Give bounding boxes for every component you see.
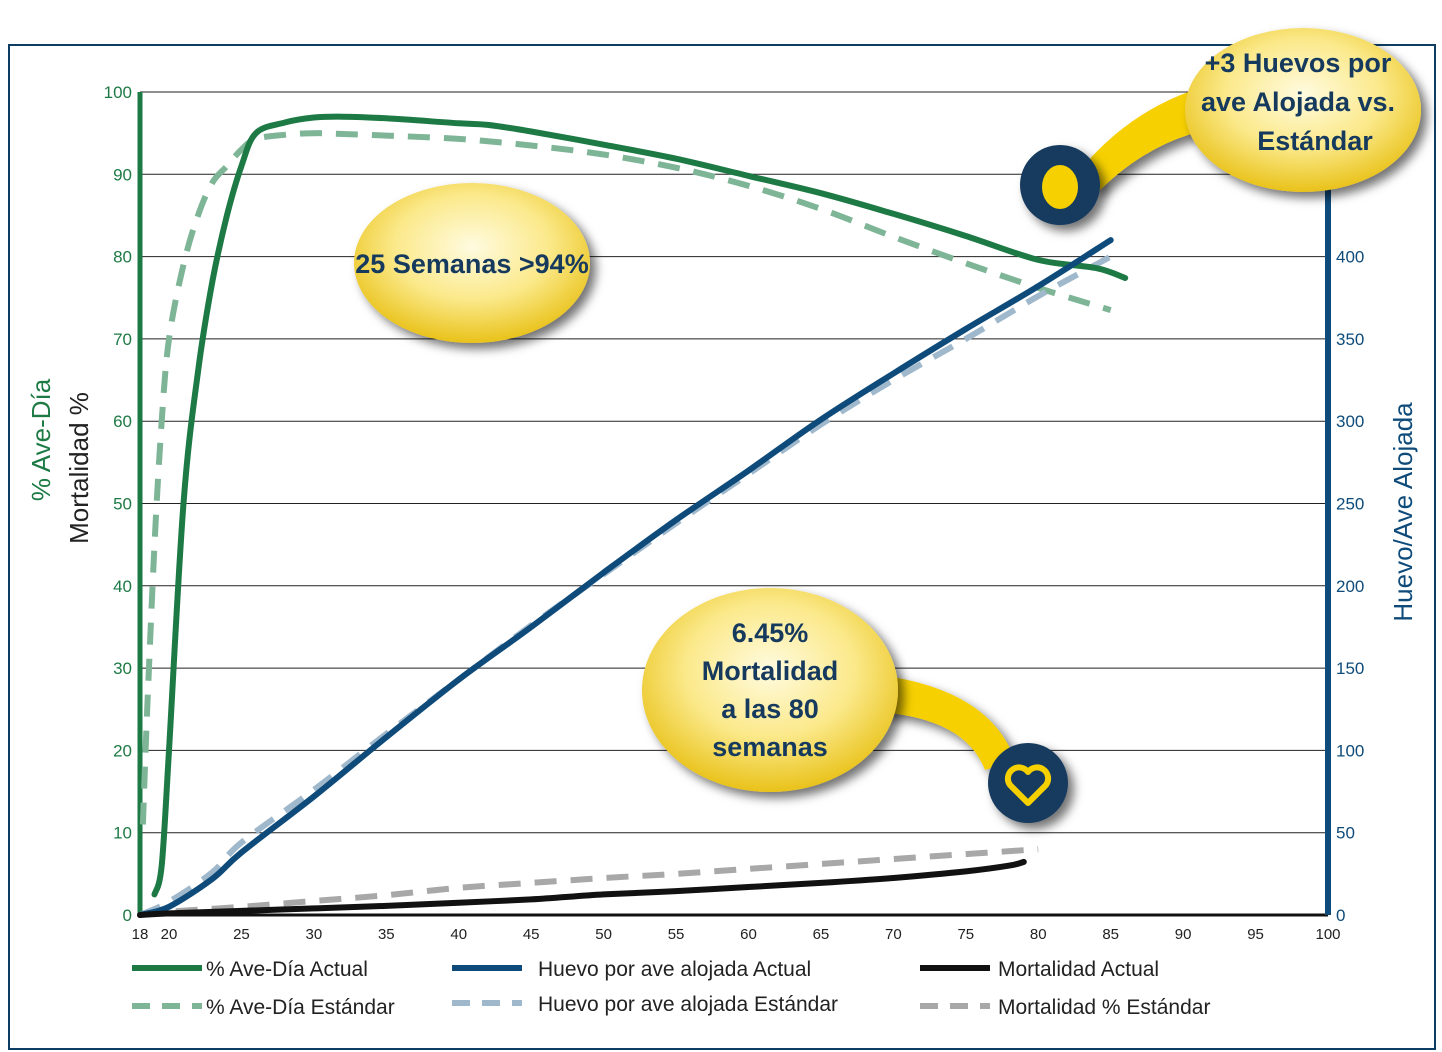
x-tick: 45 — [523, 926, 540, 943]
series-mortalidad-actual — [137, 858, 1027, 918]
series-ave-dia-actual — [151, 113, 1129, 898]
x-tick: 35 — [378, 926, 395, 943]
y-tick-left: 60 — [113, 412, 132, 431]
x-tick: 100 — [1315, 926, 1340, 943]
legend-label: % Ave-Día Estándar — [206, 996, 395, 1019]
y-tick-left: 30 — [113, 659, 132, 678]
legend-label: Mortalidad % Estándar — [998, 996, 1210, 1019]
x-tick: 20 — [161, 926, 178, 943]
legend-item-ave-dia-estandar: % Ave-Día Estándar — [132, 996, 395, 1019]
legend-item-mortalidad-estandar: Mortalidad % Estándar — [920, 996, 1210, 1019]
x-tick: 90 — [1175, 926, 1192, 943]
series-mortalidad-estandar — [139, 846, 1039, 918]
y-axis-label-right: Huevo/Ave Alojada — [1388, 402, 1418, 622]
y-tick-right: 0 — [1336, 906, 1345, 925]
chart-frame — [8, 44, 1436, 1050]
callout-peak: 25 Semanas >94% — [354, 183, 590, 343]
series-ave-dia-estandar — [139, 130, 1112, 825]
x-tick: 40 — [450, 926, 467, 943]
x-tick: 60 — [740, 926, 757, 943]
x-tick: 85 — [1102, 926, 1119, 943]
axes — [137, 92, 1331, 917]
x-tick: 70 — [885, 926, 902, 943]
x-tick: 80 — [1030, 926, 1047, 943]
y-tick-right: 150 — [1336, 659, 1364, 678]
callout-eggs-line-1: +3 Huevos por — [1205, 48, 1392, 78]
y-tick-right: 300 — [1336, 412, 1364, 431]
egg-icon — [1020, 145, 1100, 225]
y-tick-left: 80 — [113, 248, 132, 267]
x-tick: 30 — [306, 926, 323, 943]
y-tick-right: 50 — [1336, 824, 1355, 843]
tick-labels: 0102030405060708090100050100150200250300… — [104, 83, 1365, 943]
callout-eggs-line-2: ave Alojada vs. — [1201, 87, 1395, 117]
y-axis-label-left-1: % Ave-Día — [26, 378, 56, 501]
callout-mortality-line-2: Mortalidad — [702, 656, 839, 686]
y-tick-right: 200 — [1336, 577, 1364, 596]
callout-mortality-line-4: semanas — [712, 732, 828, 762]
legend-item-mortalidad-actual: Mortalidad Actual — [920, 958, 1159, 981]
x-tick: 75 — [957, 926, 974, 943]
series-huevo-actual — [137, 237, 1114, 918]
series-lines — [137, 113, 1129, 918]
y-axis-label-left-2: Mortalidad % — [64, 392, 94, 544]
x-tick: 65 — [813, 926, 830, 943]
callout-mortality: 6.45% Mortalidad a las 80 semanas — [642, 588, 1068, 823]
y-tick-left: 40 — [113, 577, 132, 596]
legend-label: Mortalidad Actual — [998, 958, 1159, 981]
y-tick-left: 90 — [113, 165, 132, 184]
x-tick: 55 — [668, 926, 685, 943]
callout-mortality-line-1: 6.45% — [732, 618, 809, 648]
legend-label: Huevo por ave alojada Estándar — [538, 993, 838, 1016]
legend-label: Huevo por ave alojada Actual — [538, 958, 811, 981]
y-tick-left: 0 — [123, 906, 132, 925]
y-tick-right: 350 — [1336, 330, 1364, 349]
y-tick-right: 400 — [1336, 248, 1364, 267]
y-tick-left: 70 — [113, 330, 132, 349]
legend-label: % Ave-Día Actual — [206, 958, 368, 981]
legend-item-huevo-actual: Huevo por ave alojada Actual — [452, 958, 811, 981]
y-tick-right: 100 — [1336, 741, 1364, 760]
heart-icon — [988, 743, 1068, 823]
callout-eggs: +3 Huevos por ave Alojada vs. Estándar — [1020, 28, 1421, 225]
callout-eggs-line-3: Estándar — [1257, 126, 1373, 156]
x-tick: 95 — [1247, 926, 1264, 943]
x-tick: 25 — [233, 926, 250, 943]
y-tick-left: 20 — [113, 741, 132, 760]
x-tick: 50 — [595, 926, 612, 943]
callout-mortality-line-3: a las 80 — [721, 694, 819, 724]
callout-peak-text: 25 Semanas >94% — [355, 249, 588, 279]
y-tick-left: 50 — [113, 495, 132, 514]
y-tick-right: 250 — [1336, 495, 1364, 514]
y-tick-left: 100 — [104, 83, 132, 102]
legend-item-ave-dia-actual: % Ave-Día Actual — [132, 958, 368, 981]
legend-item-huevo-estandar: Huevo por ave alojada Estándar — [452, 993, 838, 1016]
legend: % Ave-Día Actual % Ave-Día Estándar Huev… — [132, 958, 1210, 1019]
x-tick: 18 — [132, 926, 149, 943]
y-tick-left: 10 — [113, 824, 132, 843]
